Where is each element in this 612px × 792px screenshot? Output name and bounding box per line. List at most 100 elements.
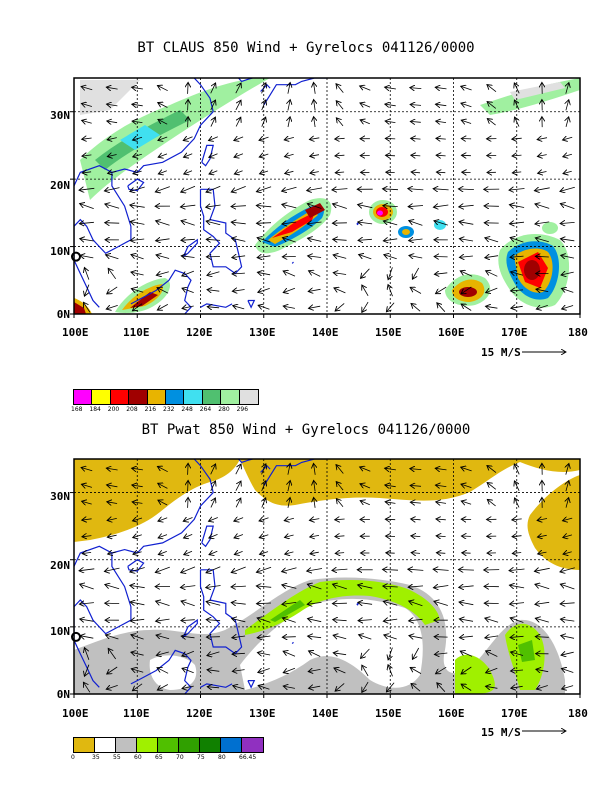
wind-vector [360,501,370,505]
wind-vector [157,668,169,674]
wind-vector [433,205,449,207]
wind-vector [561,272,574,275]
wind-vector [282,618,296,623]
wind-vector [80,584,94,590]
wind-vector [561,288,574,292]
wind-vector [81,468,93,471]
coastline [74,165,132,308]
wind-vector [82,552,92,553]
wind-vector [107,138,117,140]
wind-vector [461,103,472,107]
wind-vector [157,466,168,473]
wind-vector [383,619,398,621]
colorbar-swatch [241,737,264,753]
wind-vector [282,222,297,224]
wind-vector [207,652,220,656]
wind-vector [231,206,246,207]
wind-vector [106,305,118,309]
panel1-lon-150e: 150E [375,326,402,339]
wind-vector [258,669,270,673]
panel2-lat-10n: 10N [50,625,70,638]
wind-vector [158,500,168,506]
wind-vector [206,221,221,225]
wind-vector [563,535,573,538]
convection-150E [369,200,446,238]
wind-vector [385,104,396,106]
wind-vector [535,637,549,638]
wind-vector [132,683,143,691]
wind-vector [561,652,574,655]
wind-vector [511,652,524,656]
coastline [260,83,271,92]
wind-vector [181,256,195,258]
wind-vector [285,171,294,173]
wind-vector [437,303,446,312]
wind-vector [132,121,143,123]
wind-vector [408,206,424,207]
convection-160-170E [445,222,570,308]
wind-vector [333,653,347,655]
wind-vector [433,586,449,588]
wind-vector [180,205,196,207]
wind-vector [308,619,322,622]
wind-vector [511,290,524,291]
wind-vector [460,271,473,277]
wind-vector [386,536,396,537]
wind-vector [81,484,93,487]
wind-vector [362,285,369,297]
wind-vector [79,603,94,605]
wind-vector [566,498,569,508]
wind-vector [184,534,193,538]
wind-vector [314,117,316,128]
wind-vector [411,303,421,312]
wind-vector [461,467,472,471]
wind-vector [383,586,398,587]
wind-vector [81,104,93,107]
wind-vector [83,682,91,693]
panel1-overlay [74,78,580,314]
wind-vector [566,481,569,492]
wind-vector [107,535,117,537]
wind-vector [235,464,241,475]
wind-vector [156,272,169,276]
panel1-lon-180: 180 [568,326,588,339]
wind-vector [410,485,422,486]
wind-vector [461,484,472,488]
wind-vector [80,255,94,258]
wind-vector [434,273,448,275]
wind-vector [486,306,498,308]
wind-vector [183,518,193,522]
panel2-lon-150e: 150E [375,707,402,720]
wind-vector [510,238,524,243]
wind-vector [258,685,270,689]
wind-vector [411,683,421,692]
wind-vector [107,286,118,294]
wind-vector [566,83,569,94]
panel2-overlay [74,459,580,694]
wind-vector [107,518,117,520]
wind-vector [410,469,422,470]
wind-vector [409,619,423,621]
wind-vector [510,603,525,605]
wind-vector [104,568,120,571]
wind-vector [388,285,393,297]
wind-vector [561,669,574,673]
wind-vector [106,635,119,640]
wind-vector [155,566,170,572]
wind-vector [133,137,143,140]
wind-vector [511,272,524,276]
coastline [247,680,256,689]
colorbar-label: 65 [155,754,163,761]
wind-vector [436,155,446,156]
wind-vector [284,518,294,521]
wind-vector [336,499,344,507]
wind-vector [234,535,244,538]
wind-vector [336,482,344,491]
wind-vector [509,585,525,588]
wind-vector [485,636,499,638]
wind-vector [158,154,168,157]
wind-vector [84,664,90,677]
wind-vector [132,468,143,470]
wind-vector [566,117,569,128]
wind-vector [436,553,446,554]
